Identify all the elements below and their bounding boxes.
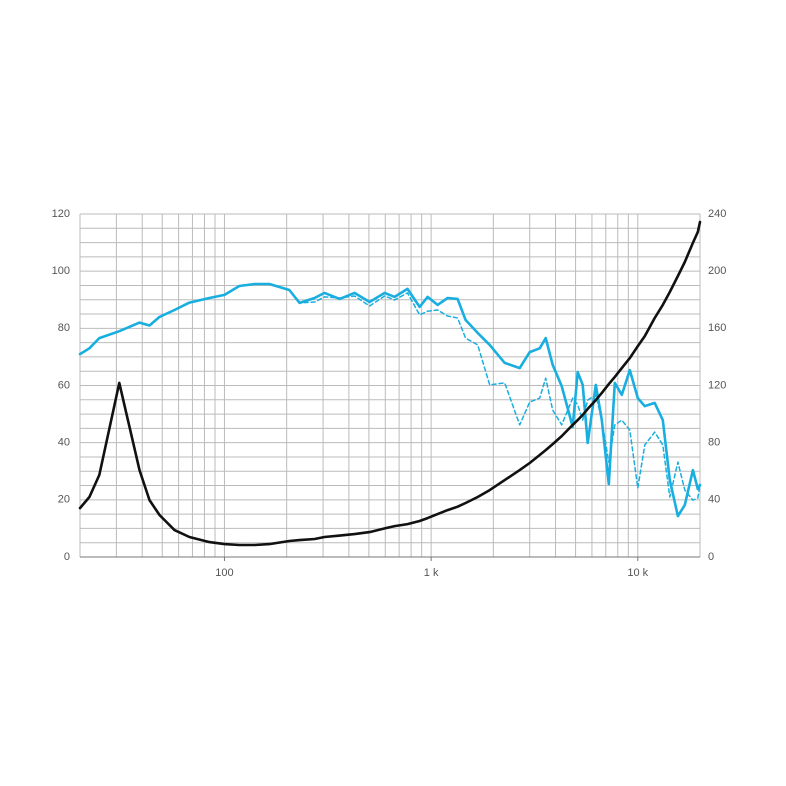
x-tick-label: 100 — [215, 567, 233, 579]
y2-tick-label: 120 — [708, 379, 726, 391]
y2-tick-label: 80 — [708, 437, 720, 449]
y-tick-label: 0 — [64, 551, 70, 563]
series-line — [78, 220, 702, 547]
y2-tick-label: 0 — [708, 551, 714, 563]
y-tick-label: 80 — [58, 322, 70, 334]
y-tick-label: 100 — [52, 265, 70, 277]
y2-tick-label: 160 — [708, 322, 726, 334]
x-tick-label: 10 k — [627, 567, 648, 579]
y-tick-label: 120 — [52, 208, 70, 220]
y2-tick-label: 240 — [708, 208, 726, 220]
series-line — [288, 289, 701, 501]
y-tick-label: 40 — [58, 437, 70, 449]
y2-tick-label: 200 — [708, 265, 726, 277]
y-tick-label: 20 — [58, 494, 70, 506]
y2-tick-label: 40 — [708, 494, 720, 506]
y-tick-label: 60 — [58, 379, 70, 391]
series-line — [78, 282, 702, 518]
x-tick-label: 1 k — [424, 567, 439, 579]
